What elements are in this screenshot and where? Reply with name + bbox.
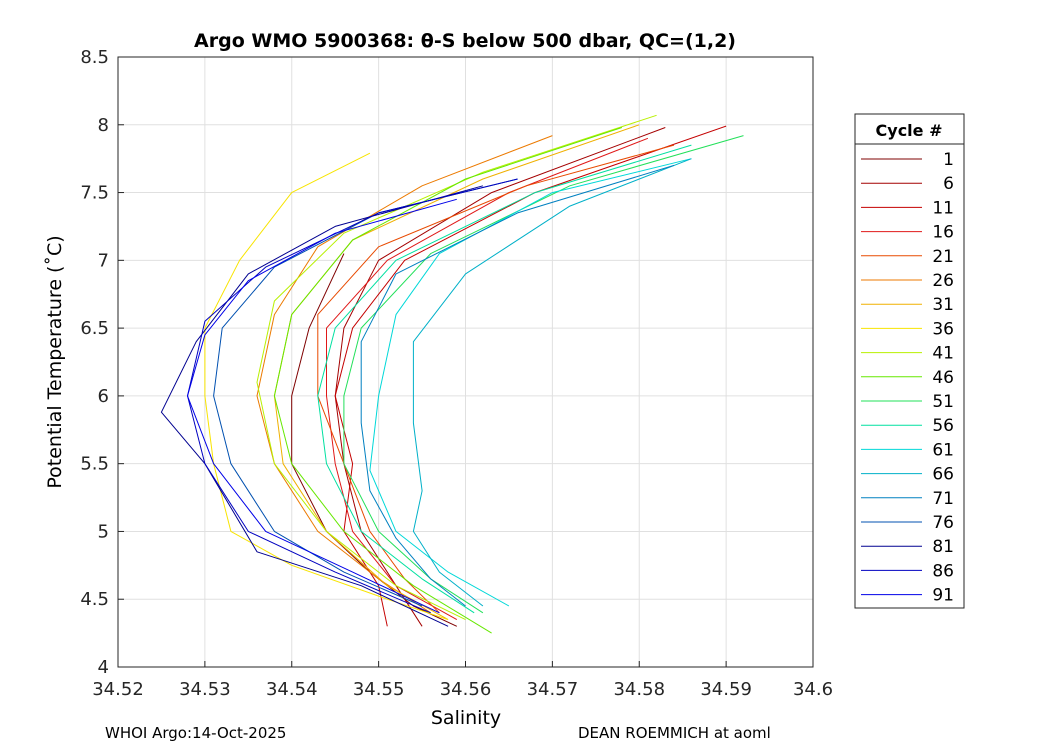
legend-label-6: 6 — [943, 174, 954, 194]
legend-label-41: 41 — [932, 344, 954, 364]
x-axis-ticks: 34.52 34.53 34.54 34.55 34.56 34.57 34.58 34.59… — [92, 661, 833, 700]
series-line-cycle-26 — [256, 135, 553, 614]
legend-label-56: 56 — [932, 416, 954, 436]
series-line-cycle-16 — [326, 137, 649, 621]
y-tick-label: 7.5 — [80, 183, 109, 204]
legend-label-21: 21 — [932, 247, 954, 267]
legend-label-86: 86 — [932, 561, 954, 581]
y-tick-label: 8.5 — [80, 47, 109, 68]
x-tick-label: 34.52 — [92, 679, 144, 700]
footer-right-text: DEAN ROEMMICH at aoml — [578, 724, 771, 742]
legend-label-51: 51 — [932, 392, 954, 412]
legend-title: Cycle # — [876, 121, 943, 140]
y-tick-label: 8 — [98, 115, 109, 136]
series-line-cycle-46 — [273, 127, 623, 634]
legend: Cycle # 16111621263136414651566166717681… — [854, 113, 965, 609]
series-lines — [160, 114, 744, 634]
legend-label-26: 26 — [932, 271, 954, 291]
series-line-cycle-81 — [160, 185, 484, 627]
legend-label-76: 76 — [932, 513, 954, 533]
legend-label-31: 31 — [932, 295, 954, 315]
legend-label-91: 91 — [932, 586, 954, 606]
y-tick-label: 6 — [98, 386, 109, 407]
legend-label-71: 71 — [932, 489, 954, 509]
legend-label-1: 1 — [943, 150, 954, 170]
x-tick-label: 34.59 — [700, 679, 752, 700]
legend-label-16: 16 — [932, 223, 954, 243]
x-tick-label: 34.53 — [179, 679, 231, 700]
x-axis-label: Salinity — [431, 707, 501, 729]
legend-label-36: 36 — [932, 319, 954, 339]
series-line-cycle-66 — [412, 158, 692, 607]
legend-label-11: 11 — [932, 198, 954, 218]
y-tick-label: 7 — [98, 250, 109, 271]
legend-label-46: 46 — [932, 368, 954, 388]
chart-title: Argo WMO 5900368: θ-S below 500 dbar, QC… — [194, 30, 736, 52]
x-tick-label: 34.57 — [527, 679, 579, 700]
series-line-cycle-56 — [317, 144, 692, 614]
y-axis-ticks: 4 4.5 5 5.5 6 6.5 7 7.5 8 8.5 — [80, 47, 124, 678]
x-tick-label: 34.56 — [440, 679, 492, 700]
legend-label-66: 66 — [932, 465, 954, 485]
footer-left-text: WHOI Argo:14-Oct-2025 — [105, 724, 287, 742]
series-line-cycle-36 — [204, 152, 449, 621]
legend-label-81: 81 — [932, 537, 954, 557]
series-line-cycle-1 — [291, 253, 458, 627]
series-line-cycle-91 — [187, 198, 457, 614]
y-tick-label: 5.5 — [80, 454, 109, 475]
y-tick-label: 4 — [98, 657, 109, 678]
x-tick-label: 34.55 — [353, 679, 405, 700]
x-tick-label: 34.6 — [793, 679, 833, 700]
series-line-cycle-41 — [256, 114, 657, 621]
y-tick-label: 6.5 — [80, 318, 109, 339]
legend-box — [854, 113, 965, 609]
x-tick-label: 34.54 — [266, 679, 318, 700]
y-tick-label: 5 — [98, 521, 109, 542]
legend-label-61: 61 — [932, 440, 954, 460]
y-tick-label: 4.5 — [80, 589, 109, 610]
x-tick-label: 34.58 — [613, 679, 665, 700]
y-axis-label: Potential Temperature (˚C) — [44, 235, 66, 488]
series-line-cycle-71 — [360, 164, 675, 607]
